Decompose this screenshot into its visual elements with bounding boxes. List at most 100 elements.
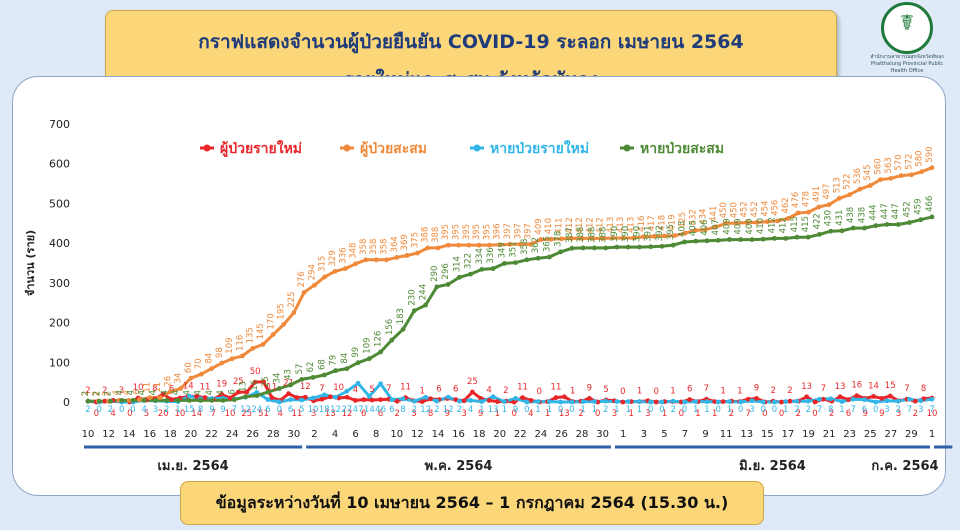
cumulative-cases-data-label: 11 [143, 382, 153, 393]
cumulative-cases-data-label: 329 [328, 250, 338, 266]
new-recovered-point [456, 398, 462, 404]
x-tick-label: 1 [929, 429, 935, 440]
cumulative-recovered-point [119, 398, 125, 403]
cumulative-cases-data-label: 6 [132, 389, 142, 394]
cumulative-recovered-data-label: 244 [419, 284, 429, 300]
cumulative-recovered-data-label: 405 [689, 220, 699, 236]
new-cases-data-label: 2 [796, 409, 801, 419]
new-recovered-point [288, 397, 293, 403]
cumulative-cases-data-label: 434 [699, 208, 709, 224]
cumulative-recovered-data-label: 365 [542, 236, 552, 252]
cumulative-recovered-data-label: 68 [317, 359, 327, 370]
new-recovered-data-label: 46 [375, 405, 386, 415]
new-recovered-point [592, 399, 597, 405]
cumulative-recovered-data-label: 34 [272, 373, 282, 384]
legend-item-label: ผู้ป่วยรายใหม่ [220, 139, 302, 157]
new-recovered-data-label: 7 [817, 405, 822, 415]
cumulative-cases-point [394, 255, 400, 260]
new-recovered-data-label: 1 [502, 405, 507, 415]
new-recovered-data-label: 2 [794, 405, 799, 415]
cumulative-cases-data-label: 11 [153, 382, 163, 393]
cumulative-cases-point [847, 192, 853, 198]
new-recovered-data-label: 9 [209, 405, 214, 415]
new-cases-data-label: 3 [612, 409, 617, 419]
y-tick-label: 100 [49, 356, 70, 369]
cumulative-cases-data-label: 395 [482, 224, 492, 240]
new-cases-point [461, 398, 467, 404]
new-recovered-point [366, 394, 372, 399]
new-recovered-point [344, 388, 350, 394]
new-cases-point [469, 389, 475, 395]
new-recovered-data-label: 2 [85, 405, 90, 415]
new-recovered-data-label: 1 [614, 405, 619, 415]
new-recovered-data-label: 1 [783, 405, 788, 415]
month-label: ก.ค. 2564 [871, 459, 938, 474]
cumulative-cases-point [239, 353, 245, 359]
new-cases-data-label: 10 [133, 383, 144, 393]
cumulative-recovered-data-label: 390 [610, 226, 620, 242]
cumulative-recovered-data-label: 4 [160, 390, 170, 395]
cumulative-cases-point [631, 235, 636, 241]
cumulative-cases-data-label: 452 [750, 201, 760, 217]
cumulative-cases-data-label: 348 [349, 243, 359, 259]
cumulative-cases-data-label: 336 [338, 247, 348, 263]
new-recovered-point [434, 398, 440, 404]
cumulative-cases-point [384, 257, 389, 263]
health-office-seal-icon: ☤ [881, 2, 933, 54]
y-tick-label: 400 [49, 237, 70, 250]
new-recovered-data-label: 1 [727, 405, 732, 415]
new-cases-point [269, 395, 275, 401]
cumulative-cases-data-label: 195 [277, 303, 287, 319]
new-recovered-point [783, 399, 789, 405]
cumulative-cases-data-label: 145 [256, 323, 266, 339]
cumulative-cases-point [538, 237, 544, 242]
new-recovered-data-label: 12 [240, 405, 251, 415]
new-cases-point [428, 396, 434, 402]
new-cases-point [244, 389, 250, 395]
new-cases-point [378, 397, 383, 403]
cumulative-recovered-point [738, 237, 744, 242]
y-axis-label: จำนวน (ราย) [24, 230, 37, 296]
cumulative-cases-data-label: 84 [205, 353, 215, 364]
new-recovered-point [445, 394, 451, 400]
x-tick-label: 29 [905, 429, 918, 440]
new-cases-data-label: 20 [158, 409, 169, 419]
cumulative-cases-data-label: 478 [801, 191, 811, 207]
new-cases-data-label: 13 [325, 409, 336, 419]
new-cases-point [879, 396, 885, 401]
new-recovered-data-label: 1 [479, 405, 484, 415]
x-tick-label: 18 [164, 429, 177, 440]
cumulative-recovered-point [389, 337, 395, 343]
cumulative-cases-point [641, 234, 647, 240]
new-recovered-point [873, 399, 879, 405]
x-tick-label: 12 [102, 429, 115, 440]
x-tick-label: 22 [514, 429, 527, 440]
new-cases-data-label: 4 [110, 409, 115, 419]
cumulative-cases-data-label: 26 [163, 376, 173, 387]
cumulative-recovered-point [918, 217, 924, 223]
new-recovered-data-label: 7 [851, 405, 856, 415]
new-cases-point [202, 395, 208, 401]
x-tick-label: 25 [864, 429, 877, 440]
cumulative-recovered-point [243, 394, 248, 400]
new-recovered-point [501, 399, 507, 405]
cumulative-cases-point [836, 195, 842, 201]
cumulative-cases-point [878, 177, 883, 183]
cumulative-recovered-point [288, 382, 293, 388]
cumulative-cases-point [476, 242, 482, 248]
new-cases-data-label: 11 [200, 383, 211, 393]
new-cases-point [871, 394, 876, 399]
new-recovered-point [558, 399, 564, 405]
cumulative-recovered-data-label: 409 [734, 218, 744, 234]
x-tick-label: 16 [143, 429, 156, 440]
cumulative-cases-point [178, 386, 184, 391]
cumulative-cases-point [528, 241, 533, 247]
new-recovered-data-label: 1 [535, 405, 540, 415]
x-tick-label: 5 [661, 429, 667, 440]
cumulative-cases-point [137, 397, 142, 403]
cumulative-cases-point [785, 216, 791, 221]
cumulative-cases-point [610, 235, 616, 241]
new-recovered-data-label: 2 [896, 405, 901, 415]
cumulative-cases-point [414, 250, 420, 256]
cumulative-recovered-data-label: 336 [486, 247, 496, 263]
